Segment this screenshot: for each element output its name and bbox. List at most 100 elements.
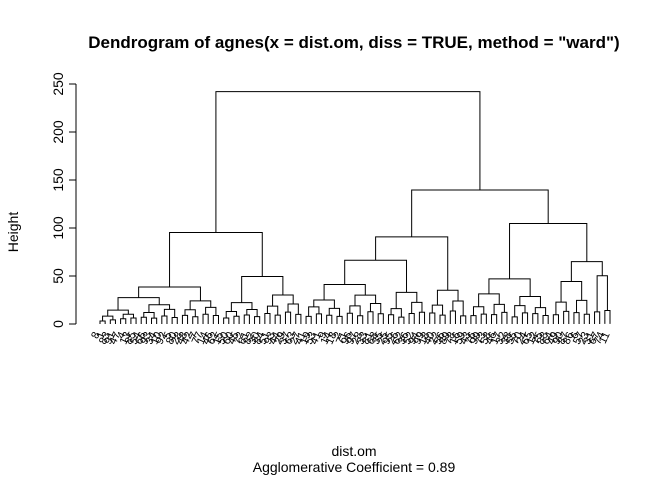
dendrogram-merge (323, 283, 366, 300)
y-axis: 0 50 100 150 200 250 (50, 72, 77, 328)
leaf-label: 53 (303, 330, 319, 346)
leaf-label: 26 (385, 330, 401, 346)
leaf-label: 18 (324, 330, 340, 346)
y-tick-label: 0 (50, 320, 66, 328)
dendrogram-merge (230, 302, 253, 312)
dendrogram-merge (349, 305, 361, 316)
leaf-label: 76 (463, 330, 479, 346)
dendrogram-merge (357, 315, 364, 324)
dendrogram-merge (151, 317, 158, 324)
leaf-label: 81 (360, 330, 376, 346)
dendrogram-merge (192, 316, 199, 324)
leaf-label: 9 (316, 330, 329, 341)
leaf-label: 41 (308, 330, 324, 346)
dendrogram-merge (563, 310, 570, 324)
dendrogram-merge (181, 314, 189, 324)
chart-title: Dendrogram of agnes(x = dist.om, diss = … (88, 33, 619, 52)
leaf-label: 8 (89, 330, 102, 341)
dendrogram-merge (570, 261, 603, 282)
leaf-label: 48 (174, 330, 190, 346)
dendrogram-merge (264, 312, 271, 324)
dendrogram-merge (354, 294, 377, 306)
leaf-label: 72 (231, 330, 247, 346)
leaf-label: 58 (478, 330, 494, 346)
y-tick-label: 250 (50, 72, 66, 96)
dendrogram-merge (377, 313, 384, 324)
dendrogram-merge (470, 315, 477, 324)
dendrogram-merge (254, 316, 261, 324)
leaf-label: 43 (458, 330, 474, 346)
leaf-label: 14 (195, 330, 211, 346)
leaf-label: 54 (128, 330, 144, 346)
dendrogram-merge (161, 315, 168, 324)
leaf-label: 46 (200, 330, 216, 346)
leaf-label: 13 (118, 330, 134, 346)
dendrogram-merge (480, 313, 487, 324)
dendrogram-merge (308, 306, 320, 317)
agglomerative-coefficient-label: Agglomerative Coefficient = 0.89 (253, 459, 456, 475)
dendrogram-merge (202, 313, 209, 324)
leaf-label: 96 (339, 330, 355, 346)
dendrogram-merge (315, 313, 323, 324)
leaf-label: 67 (586, 330, 602, 346)
dendrogram-merge (408, 313, 415, 324)
dendrogram-merge (493, 303, 505, 315)
dendrogram-merge (429, 312, 436, 324)
leaf-label: 95 (380, 330, 396, 346)
leaf-label: 49 (545, 330, 561, 346)
x-axis-label: dist.om (331, 443, 376, 459)
leaf-label: 62 (205, 330, 221, 346)
leaf-label: 78 (442, 330, 458, 346)
dendrogram-merge (336, 315, 343, 324)
leaf-label: 19 (298, 330, 314, 346)
leaf-label: 92 (154, 330, 170, 346)
dendrogram-merge (514, 305, 526, 317)
dendrogram-merge (246, 309, 258, 317)
leaf-label: 32 (494, 330, 510, 346)
dendrogram-merge (295, 313, 302, 324)
leaf-label: 44 (267, 330, 283, 346)
leaf-label: 61 (236, 330, 252, 346)
leaf-label: 12 (525, 330, 541, 346)
y-tick-label: 150 (50, 168, 66, 192)
leaf-label: 97 (344, 330, 360, 346)
dendrogram-merge (223, 317, 230, 324)
y-tick-label: 200 (50, 120, 66, 144)
dendrogram-merge (346, 312, 353, 324)
dendrogram-merge (243, 314, 250, 324)
leaf-label: 36 (396, 330, 412, 346)
dendrogram-merge (534, 307, 547, 316)
dendrogram-merge (509, 222, 588, 279)
leaf-label: 1 (94, 330, 107, 341)
leaf-label: 28 (349, 330, 365, 346)
leaf-label: 17 (488, 330, 504, 346)
leaf-label: 94 (406, 330, 422, 346)
leaf-label: 23 (576, 330, 592, 346)
y-tick-label: 100 (50, 216, 66, 240)
leaf-label: 84 (252, 330, 268, 346)
leaf-label: 56 (432, 330, 448, 346)
dendrogram-merge (117, 297, 160, 311)
dendrogram-merge (375, 236, 449, 291)
leaf-label: 11 (597, 330, 613, 345)
leaf-label: 5 (161, 330, 174, 341)
leaf-label: 82 (241, 330, 257, 346)
leaf-label: 68 (365, 330, 381, 346)
dendrogram-merge (387, 314, 395, 324)
leaf-label: 55 (504, 330, 520, 346)
dendrogram-merge (460, 315, 467, 324)
dendrogram-merge (552, 314, 559, 324)
leaf-label: 66 (133, 330, 149, 346)
dendrogram-merge (140, 316, 147, 324)
leaf-label: 51 (257, 330, 273, 346)
leaf-label: 99 (468, 330, 484, 346)
dendrogram-tree (99, 91, 611, 324)
dendrogram-merge (233, 315, 240, 324)
leaf-label: 83 (97, 330, 113, 346)
leaf-label: 30 (246, 330, 262, 346)
dendrogram-merge (594, 311, 601, 324)
leaf-label: 77 (190, 330, 206, 346)
dendrogram-merge (431, 304, 444, 316)
dendrogram-merge (521, 312, 529, 324)
leaf-label: 63 (282, 330, 298, 346)
